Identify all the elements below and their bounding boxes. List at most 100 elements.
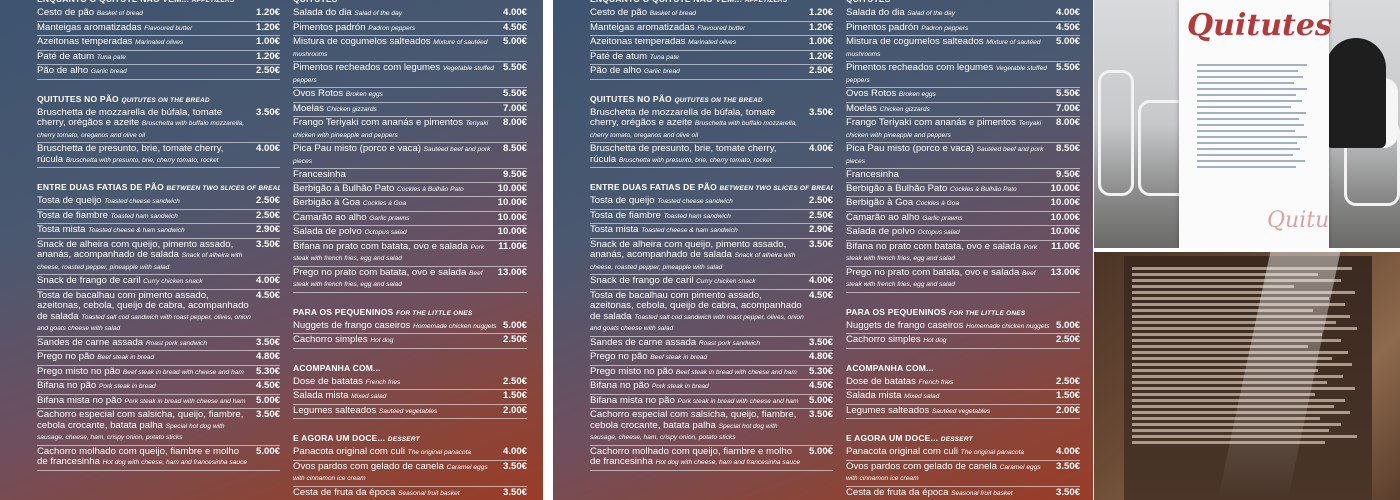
menu-item-name: Cachorro molhado com queijo, fiambre e m… xyxy=(37,445,240,467)
menu-item: Salada mista Mixed salad 1.50€ xyxy=(293,390,527,405)
section-title-pt: ENQUANTO O QUITUTE NÃO VEM... xyxy=(590,0,742,4)
menu-item: Prego no prato com batata, ovo e salada … xyxy=(846,267,1080,293)
menu-item: Pão de alho Garlic bread 2.50€ xyxy=(37,65,280,80)
menu-item: Tosta de fiambre Toasted ham sandwich 2.5… xyxy=(37,210,280,224)
menu-item: Nuggets de frango caseiros Homemade chic… xyxy=(846,320,1080,334)
menu-item-text: Prego no prato com batata, ovo e salada … xyxy=(293,267,498,291)
menu-item-translation: The original panacota xyxy=(407,449,472,456)
menu-item: Bifana mista no pão Pork steak in bread … xyxy=(590,395,833,409)
menu-item-translation: Teriyaki chicken with pineapple and pepp… xyxy=(293,120,489,139)
menu-item-translation: Salad of the day xyxy=(907,10,956,17)
menu-item-text: Snack de frango de caril Curry chicken s… xyxy=(37,275,256,288)
menu-item-translation: Beef steak with french fries, egg and sa… xyxy=(293,269,483,289)
menu-item-text: Manteigas aromatizadas Flavoured butter xyxy=(590,21,809,35)
menu-item-translation: Chicken gizzards xyxy=(879,105,930,113)
menu-item: Mistura de cogumelos salteados Mixture o… xyxy=(846,36,1080,62)
menu-item-name: Tosta de queijo xyxy=(590,195,655,206)
menu-item-price: 1.20€ xyxy=(255,21,280,33)
menu-item-price: 4.50€ xyxy=(808,380,833,391)
menu-item-translation: Cockles à Goa xyxy=(362,200,407,207)
section-title-pt: ACOMPANHA COM... xyxy=(293,362,381,373)
menu-item-price: 4.00€ xyxy=(502,446,527,457)
section-title-en: BETWEEN TWO SLICES OF BREAD xyxy=(719,185,833,192)
section-title-pt: ENTRE DUAS FATIAS DE PÃO xyxy=(590,182,717,192)
menu-item-price: 5.00€ xyxy=(1055,36,1080,47)
menu-item-text: Sandes de carne assada Roast pork sandwi… xyxy=(37,336,256,350)
menu-item: Pimentos padrón Padron peppers 4.50€ xyxy=(293,21,527,36)
menu-item-text: Tosta de fiambre Toasted ham sandwich xyxy=(37,210,256,223)
menu-item-translation: Roast pork sandwich xyxy=(698,339,761,347)
menu-item-translation: Toasted ham sandwich xyxy=(110,212,178,220)
photo-menu-stand: Quitutes Quitu xyxy=(1094,0,1400,248)
menu-item-name: Azeitonas temperadas xyxy=(590,36,686,47)
menu-item-text: Francesinha xyxy=(846,169,1056,181)
menu-item: Legumes salteados Sautéed vegetables 2.00… xyxy=(293,405,527,419)
menu-item-text: Cesta de fruta da época Seasonal fruit b… xyxy=(846,487,1056,500)
menu-item-name: Bifana no prato com batata, ovo e salada xyxy=(293,240,468,252)
menu-item-price: 1.50€ xyxy=(502,390,527,401)
menu-item-name: Cachorro especial com salsicha, queijo, … xyxy=(37,409,244,431)
menu-item-name: Nuggets de frango caseiros xyxy=(293,319,411,331)
menu-item: Sandes de carne assada Roast pork sandwi… xyxy=(590,336,833,351)
section-title: QUITUTES NO PÃO QUITUTES ON THE BREAD xyxy=(590,94,833,104)
section-title-pt: QUITUTES NO PÃO xyxy=(37,93,119,104)
menu-item: Pica Pau misto (porco e vaca) Sautéed be… xyxy=(846,143,1080,169)
section-title-pt: QUITUTES NO PÃO xyxy=(590,93,672,104)
menu-item-name: Salada do dia xyxy=(846,7,905,18)
menu-item-price: 3.50€ xyxy=(502,460,527,472)
menu-item-price: 13.00€ xyxy=(1050,266,1080,278)
section-title: QUITUTES xyxy=(846,0,1080,4)
menu-item-name: Bruschetta de presunto, brie, tomate che… xyxy=(590,143,777,165)
menu-item-translation: Hot dog xyxy=(370,337,394,344)
section-title-en: FOR THE LITTLE ONES xyxy=(948,309,1026,317)
menu-item-price: 4.50€ xyxy=(502,21,527,33)
menu-item-text: Bifana mista no pão Pork steak in bread … xyxy=(590,395,809,408)
menu-item-text: Camarão ao alho Garlic prawns xyxy=(846,212,1051,225)
menu-item-translation: Mixture of sautéed mushrooms xyxy=(293,39,488,58)
menu-item: Dose de batatas French fries 2.50€ xyxy=(293,376,527,390)
menu-item-translation: Octopus salad xyxy=(917,229,960,236)
menu-item: Camarão ao alho Garlic prawns 10.00€ xyxy=(846,212,1080,226)
section-title-en: DESSERT xyxy=(387,436,420,443)
menu-item: Berbigão à Goa Cockles à Goa 10.00€ xyxy=(846,197,1080,212)
section-title-pt: ENQUANTO O QUITUTE NÃO VEM... xyxy=(37,0,189,4)
menu-item-price: 7.00€ xyxy=(502,102,527,114)
menu-item-text: Salada mista Mixed salad xyxy=(293,390,503,403)
menu-item-text: Berbigão à Goa Cockles à Goa xyxy=(293,197,498,210)
menu-item-translation: Tuna pate xyxy=(96,53,126,61)
menu-item: Frango Teriyaki com ananás e pimentos Te… xyxy=(293,117,527,143)
menu-item-price: 3.50€ xyxy=(808,336,833,348)
menu-item-text: Bruschetta de presunto, brie, tomate che… xyxy=(37,143,256,166)
menu-item-name: Mistura de cogumelos salteados xyxy=(846,36,984,47)
menu-item-name: Sandes de carne assada xyxy=(37,336,144,348)
menu-item-name: Berbigão à Bulhão Pato xyxy=(293,182,395,194)
menu-column-right: QUITUTESSalada do dia Salad of the day4.… xyxy=(293,0,527,500)
menu-item-text: Cesto de pão Basket of bread xyxy=(590,7,809,20)
menu-item-price: 2.50€ xyxy=(255,195,280,206)
menu-item-text: Francesinha xyxy=(293,169,503,181)
menu-item-text: Nuggets de frango caseiros Homemade chic… xyxy=(293,319,503,333)
menu-item-name: Manteigas aromatizadas xyxy=(590,21,695,33)
menu-item-text: Pimentos recheados com legumes Vegetable… xyxy=(846,62,1056,86)
menu-item-text: Mistura de cogumelos salteados Mixture o… xyxy=(846,36,1056,60)
section-title-pt: ACOMPANHA COM... xyxy=(846,362,934,373)
menu-item-text: Mistura de cogumelos salteados Mixture o… xyxy=(293,36,503,60)
menu-item-text: Bruschetta de mozzarella de búfala, toma… xyxy=(37,107,256,142)
menu-item-text: Dose de batatas French fries xyxy=(846,376,1056,389)
menu-item-text: Pão de alho Garlic bread xyxy=(590,65,809,78)
menu-item-price: 11.00€ xyxy=(1051,240,1080,252)
menu-item: Ovos Rotos Broken eggs 5.50€ xyxy=(846,88,1080,103)
menu-item: Cachorro simples Hot dog 2.50€ xyxy=(846,334,1080,349)
menu-item-name: Francesinha xyxy=(846,169,899,180)
menu-item: Dose de batatas French fries 2.50€ xyxy=(846,376,1080,390)
menu-item-name: Tosta de queijo xyxy=(37,195,102,206)
menu-item-translation: Beef steak in bread with cheese and ham xyxy=(675,368,797,376)
menu-item: Bruschetta de presunto, brie, tomate che… xyxy=(37,143,280,168)
menu-item-name: Paté de atum xyxy=(590,50,648,62)
section-title-en: FOR THE LITTLE ONES xyxy=(395,309,473,317)
section-title-pt: PARA OS PEQUENINOS xyxy=(293,306,394,317)
menu-item-price: 5.50€ xyxy=(502,62,527,73)
menu-item-translation: Toasted salt cod sandwich with roast pep… xyxy=(37,313,251,333)
menu-item: Tosta de fiambre Toasted ham sandwich 2.5… xyxy=(590,210,833,224)
menu-item-text: Paté de atum Tuna pate xyxy=(590,50,809,64)
